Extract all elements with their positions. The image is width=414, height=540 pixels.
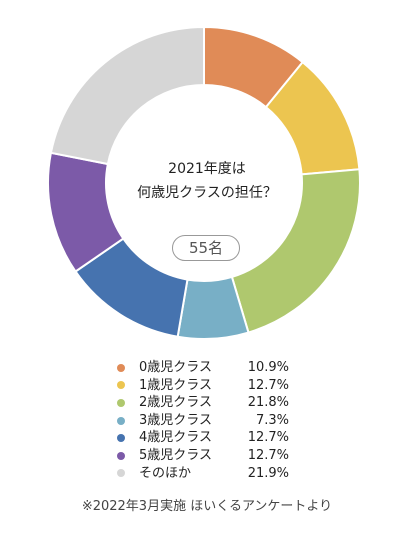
legend-swatch	[117, 416, 125, 425]
legend-swatch	[117, 381, 125, 390]
legend-value: 12.7%	[247, 377, 289, 393]
legend-value: 12.7%	[247, 447, 289, 463]
legend-value: 12.7%	[247, 430, 289, 446]
legend-swatch	[117, 398, 125, 407]
legend-swatch	[117, 434, 125, 443]
legend-label: そのほか	[139, 465, 192, 481]
legend-label: 1歳児クラス	[139, 377, 213, 393]
legend-item: 5歳児クラス 12.7%	[117, 447, 307, 465]
legend-swatch	[117, 451, 125, 460]
legend-label: 5歳児クラス	[139, 447, 213, 463]
chart-title-line-2: 何歳児クラスの担任？	[137, 185, 277, 201]
legend-item: 0歳児クラス 10.9%	[117, 359, 307, 377]
legend-value: 7.3%	[255, 412, 289, 428]
legend-value: 21.9%	[247, 465, 289, 481]
legend-label: 4歳児クラス	[139, 430, 213, 446]
legend-item: 1歳児クラス 12.7%	[117, 377, 307, 395]
respondent-count-badge: 55名	[172, 235, 240, 261]
legend-label: 2歳児クラス	[139, 395, 213, 411]
legend-item: 4歳児クラス 12.7%	[117, 429, 307, 447]
donut-slice-7	[49, 25, 205, 166]
source-footnote: ※2022年3月実施 ほいくるアンケートより	[81, 499, 333, 514]
legend-value: 10.9%	[247, 360, 289, 375]
legend-swatch	[117, 363, 125, 372]
legend-label: 3歳児クラス	[139, 412, 213, 428]
legend-value: 21.8%	[247, 395, 289, 411]
chart-title-line-1: 2021年度は	[168, 161, 246, 177]
chart-legend: 0歳児クラス 10.9% 1歳児クラス 12.7% 2歳児クラス 21.8% 3歳児クラス 7…	[117, 359, 307, 482]
legend-item: 3歳児クラス 7.3%	[117, 412, 307, 430]
legend-swatch	[117, 469, 125, 478]
legend-item: 2歳児クラス 21.8%	[117, 394, 307, 412]
donut-chart	[47, 25, 361, 340]
legend-label: 0歳児クラス	[139, 360, 213, 375]
legend-item: そのほか 21.9%	[117, 465, 307, 483]
